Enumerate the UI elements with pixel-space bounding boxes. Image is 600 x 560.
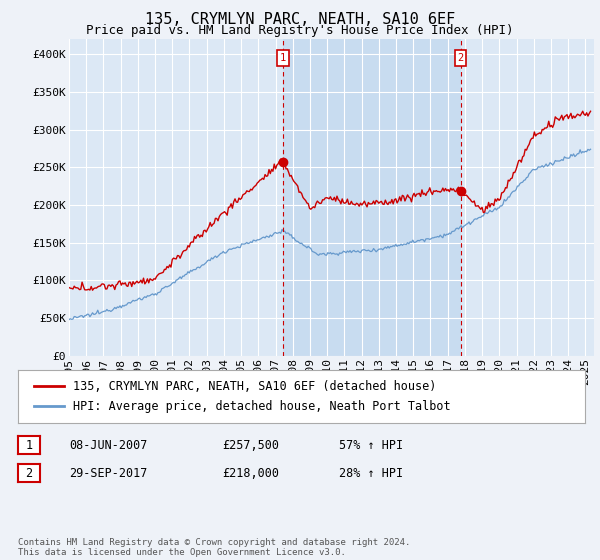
Text: 28% ↑ HPI: 28% ↑ HPI	[339, 466, 403, 480]
Text: 2: 2	[457, 53, 464, 63]
Legend: 135, CRYMLYN PARC, NEATH, SA10 6EF (detached house), HPI: Average price, detache: 135, CRYMLYN PARC, NEATH, SA10 6EF (deta…	[29, 375, 455, 417]
Text: 2: 2	[25, 466, 32, 480]
Text: 57% ↑ HPI: 57% ↑ HPI	[339, 438, 403, 452]
Text: 1: 1	[280, 53, 286, 63]
Text: 08-JUN-2007: 08-JUN-2007	[69, 438, 148, 452]
Text: Contains HM Land Registry data © Crown copyright and database right 2024.
This d: Contains HM Land Registry data © Crown c…	[18, 538, 410, 557]
Text: Price paid vs. HM Land Registry's House Price Index (HPI): Price paid vs. HM Land Registry's House …	[86, 24, 514, 37]
Text: 1: 1	[25, 438, 32, 452]
Text: £218,000: £218,000	[222, 466, 279, 480]
Text: £257,500: £257,500	[222, 438, 279, 452]
Bar	[283, 39, 461, 356]
Text: 29-SEP-2017: 29-SEP-2017	[69, 466, 148, 480]
Text: 135, CRYMLYN PARC, NEATH, SA10 6EF: 135, CRYMLYN PARC, NEATH, SA10 6EF	[145, 12, 455, 27]
